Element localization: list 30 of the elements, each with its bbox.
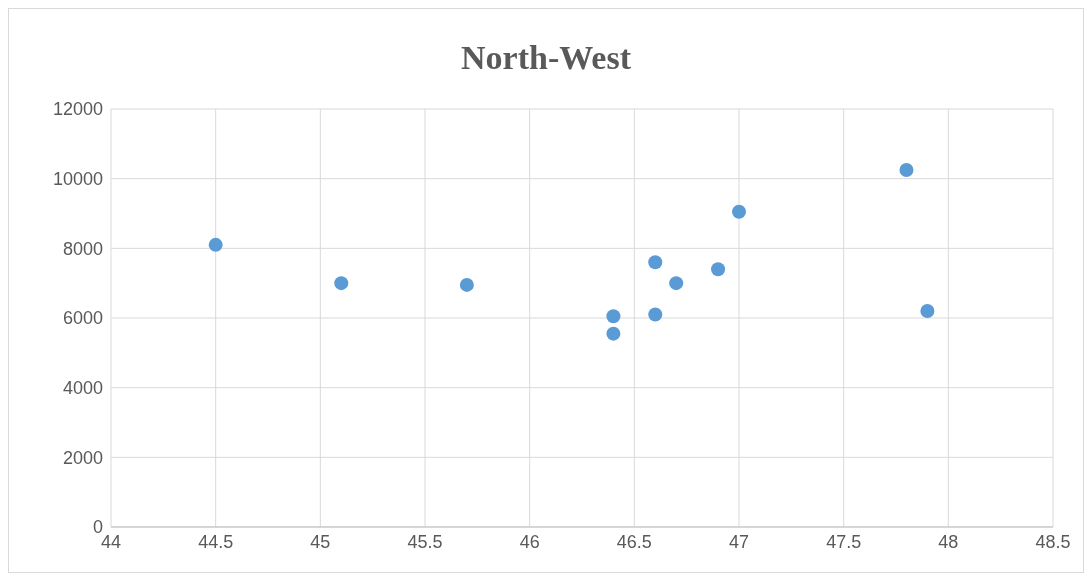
- y-tick-label: 6000: [62, 308, 103, 329]
- y-tick-label: 4000: [62, 378, 103, 399]
- point: [334, 276, 349, 291]
- point: [899, 162, 914, 177]
- y-tick-label: 10000: [52, 169, 103, 190]
- point: [711, 262, 726, 277]
- point: [648, 307, 663, 322]
- x-tick-label: 46.5: [616, 531, 652, 552]
- y-tick-label: 8000: [62, 238, 103, 259]
- x-tick-label: 44.5: [198, 531, 234, 552]
- point: [459, 277, 474, 292]
- x-tick-label: 48.5: [1035, 531, 1071, 552]
- point: [606, 326, 621, 341]
- point: [648, 255, 663, 270]
- x-tick-label: 48: [938, 531, 959, 552]
- y-tick-label: 2000: [62, 447, 103, 468]
- point: [208, 237, 223, 252]
- x-tick-label: 46: [519, 531, 540, 552]
- point: [732, 204, 746, 219]
- point: [606, 309, 621, 324]
- y-tick-label: 12000: [52, 99, 103, 120]
- point: [669, 276, 684, 291]
- chart-title: North-West: [460, 39, 632, 77]
- y-tick-label: 0: [92, 517, 103, 538]
- x-tick-label: 47: [728, 531, 750, 552]
- x-tick-label: 45: [310, 531, 331, 552]
- x-tick-label: 44: [100, 531, 122, 552]
- x-tick-label: 47.5: [826, 531, 862, 552]
- point: [920, 304, 935, 319]
- x-tick-label: 45.5: [407, 531, 443, 552]
